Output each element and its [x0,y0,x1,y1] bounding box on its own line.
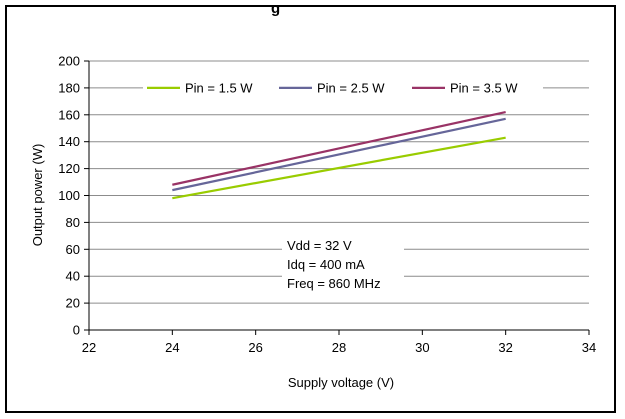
line-chart: g 0 20 40 60 80 100 120 140 160 180 200 22 24 26 28 30… [30,7,596,390]
y-tick-label: 40 [66,269,80,284]
x-tick-label: 26 [248,340,262,355]
annotation-background [282,235,404,297]
y-tick-label: 180 [58,80,80,95]
annotation-box: Vdd = 32 V Idq = 400 mA Freq = 860 MHz [282,235,404,297]
y-tick-label: 100 [58,188,80,203]
x-tick-label: 22 [82,340,96,355]
y-tick-label: 200 [58,54,80,69]
legend-label-1: Pin = 1.5 W [185,80,253,95]
x-tick-label: 32 [498,340,512,355]
y-axis-label: Output power (W) [30,144,45,247]
legend: Pin = 1.5 W Pin = 2.5 W Pin = 3.5 W [143,78,543,97]
series-line-2 [172,117,506,192]
series-line-3 [172,111,506,186]
y-tick-label: 140 [58,134,80,149]
legend-background [143,78,543,97]
x-axis-ticks: 22 24 26 28 30 32 34 [82,330,596,355]
chart-frame: g 0 20 40 60 80 100 120 140 160 180 200 22 24 26 28 30… [5,5,616,413]
series-lines [172,111,506,200]
chart-title-fragment: g [271,7,280,17]
x-tick-label: 34 [582,340,596,355]
annotation-line-1: Vdd = 32 V [287,238,352,253]
annotation-line-2: Idq = 400 mA [287,257,365,272]
legend-label-2: Pin = 2.5 W [317,80,385,95]
y-tick-label: 0 [73,323,80,338]
x-tick-label: 30 [415,340,429,355]
y-axis-ticks: 0 20 40 60 80 100 120 140 160 180 200 [58,54,89,338]
y-tick-label: 60 [66,242,80,257]
series-line-1 [172,136,506,200]
x-axis-label: Supply voltage (V) [288,375,394,390]
x-tick-label: 28 [332,340,346,355]
y-tick-label: 160 [58,107,80,122]
y-tick-label: 120 [58,161,80,176]
legend-label-3: Pin = 3.5 W [450,80,518,95]
annotation-line-3: Freq = 860 MHz [287,276,381,291]
x-tick-label: 24 [165,340,179,355]
y-tick-label: 80 [66,215,80,230]
y-tick-label: 20 [66,296,80,311]
